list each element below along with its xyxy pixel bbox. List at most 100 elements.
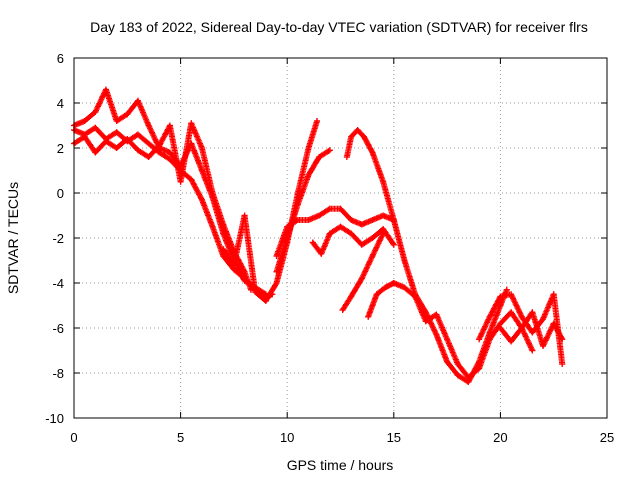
data-point bbox=[373, 291, 380, 298]
x-tick-label: 15 bbox=[387, 430, 401, 445]
data-point bbox=[188, 176, 195, 183]
series-markers bbox=[220, 118, 320, 304]
x-tick-label: 0 bbox=[70, 430, 77, 445]
data-point bbox=[92, 149, 99, 156]
data-point bbox=[508, 291, 515, 298]
data-point bbox=[156, 142, 163, 149]
data-point bbox=[529, 329, 536, 336]
data-point bbox=[314, 118, 321, 124]
data-point bbox=[241, 268, 248, 275]
data-point bbox=[294, 217, 301, 223]
data-point bbox=[380, 230, 387, 237]
y-tick-label: -2 bbox=[52, 231, 64, 246]
data-point bbox=[550, 291, 557, 298]
data-point bbox=[390, 280, 397, 286]
series-arc-11 bbox=[476, 291, 566, 367]
data-point bbox=[529, 347, 536, 354]
data-point bbox=[166, 122, 173, 129]
data-point bbox=[454, 372, 461, 379]
data-point bbox=[92, 109, 99, 115]
data-point bbox=[401, 257, 408, 264]
data-point bbox=[380, 178, 387, 185]
data-point bbox=[476, 336, 483, 343]
data-point bbox=[145, 140, 152, 147]
data-point bbox=[252, 289, 259, 295]
data-point bbox=[166, 156, 173, 163]
data-point bbox=[380, 212, 387, 219]
data-point bbox=[354, 127, 361, 133]
data-point bbox=[230, 262, 237, 268]
data-point bbox=[305, 217, 312, 223]
data-point bbox=[326, 205, 333, 212]
data-point bbox=[559, 336, 566, 343]
y-tick-label: -10 bbox=[45, 411, 64, 426]
data-point bbox=[348, 133, 355, 140]
data-point bbox=[540, 316, 547, 322]
data-point bbox=[326, 147, 333, 154]
data-point bbox=[134, 97, 141, 104]
tick-labels: 0 5 10 15 20 25 -10 -8 -6 -4 -2 0 2 4 6 bbox=[45, 51, 614, 445]
data-point bbox=[390, 217, 397, 223]
data-point bbox=[508, 309, 515, 316]
x-tick-label: 5 bbox=[177, 430, 184, 445]
data-point bbox=[294, 201, 301, 208]
y-axis-label: SDTVAR / TECUs bbox=[5, 182, 21, 294]
x-tick-label: 25 bbox=[600, 430, 614, 445]
data-point bbox=[343, 154, 350, 160]
data-point bbox=[145, 122, 152, 129]
data-point bbox=[198, 167, 205, 174]
data-point bbox=[134, 147, 141, 154]
data-point bbox=[318, 250, 325, 257]
data-point bbox=[360, 133, 367, 140]
axis-ticks bbox=[73, 57, 608, 419]
data-point bbox=[444, 358, 451, 365]
series-arc-6 bbox=[273, 147, 333, 275]
data-point bbox=[339, 307, 346, 313]
data-point bbox=[348, 230, 355, 237]
data-point bbox=[284, 235, 291, 241]
x-axis-label: GPS time / hours bbox=[287, 457, 394, 473]
data-point bbox=[476, 365, 483, 372]
data-point bbox=[433, 331, 440, 338]
data-point bbox=[273, 280, 280, 286]
data-point bbox=[497, 325, 504, 331]
data-point bbox=[273, 253, 280, 259]
data-point bbox=[503, 286, 510, 293]
data-point bbox=[401, 284, 408, 291]
data-point bbox=[188, 120, 195, 127]
data-point bbox=[486, 336, 493, 343]
series-arc-9 bbox=[339, 230, 387, 313]
data-point bbox=[309, 239, 316, 246]
series-markers bbox=[71, 86, 269, 298]
data-point bbox=[559, 361, 566, 367]
y-tick-label: 0 bbox=[57, 186, 64, 201]
data-point bbox=[326, 230, 333, 237]
data-point bbox=[518, 325, 525, 331]
data-point bbox=[113, 145, 120, 151]
data-point bbox=[369, 253, 376, 259]
series-arc-7 bbox=[309, 223, 397, 257]
data-point bbox=[273, 268, 280, 275]
data-point bbox=[209, 223, 216, 230]
data-point bbox=[412, 293, 419, 300]
data-point bbox=[166, 149, 173, 156]
data-point bbox=[369, 149, 376, 156]
data-point bbox=[508, 338, 515, 345]
data-point bbox=[337, 223, 344, 230]
series-arc-10 bbox=[365, 280, 536, 381]
data-point bbox=[81, 118, 88, 124]
data-point bbox=[305, 145, 312, 151]
y-tick-label: -6 bbox=[52, 321, 64, 336]
y-tick-label: 6 bbox=[57, 51, 64, 66]
data-point bbox=[262, 298, 269, 304]
data-point bbox=[177, 178, 184, 185]
data-point bbox=[145, 154, 152, 160]
data-point bbox=[102, 86, 109, 93]
data-point bbox=[369, 235, 376, 241]
data-point bbox=[113, 118, 120, 124]
data-point bbox=[209, 190, 216, 196]
data-point bbox=[113, 129, 120, 136]
series-arc-12 bbox=[497, 309, 566, 349]
data-point bbox=[382, 284, 389, 291]
